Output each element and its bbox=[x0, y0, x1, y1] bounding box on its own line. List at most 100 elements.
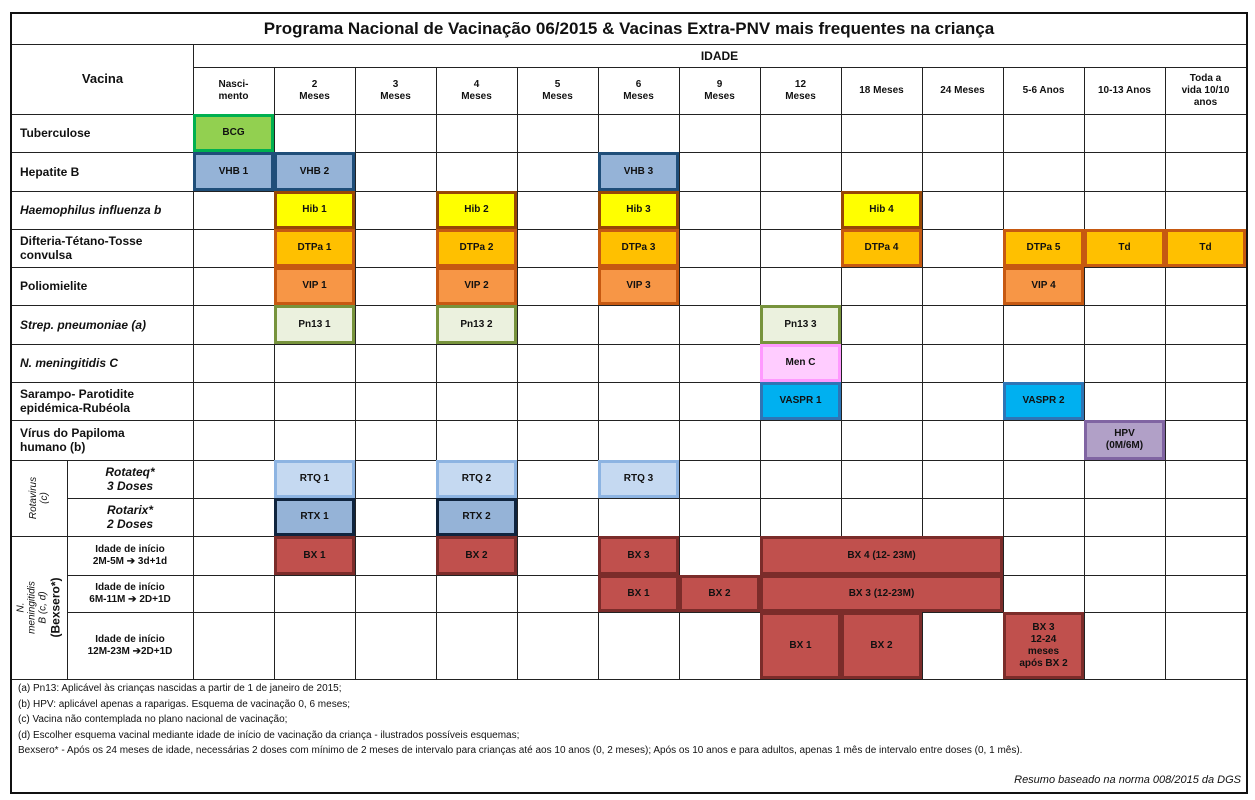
note-line: (a) Pn13: Aplicável às crianças nascidas… bbox=[18, 683, 342, 694]
dose-box: VHB 1 bbox=[193, 152, 274, 191]
title-divider bbox=[12, 43, 1246, 45]
age-column-header: 5-6 Anos bbox=[1022, 84, 1065, 96]
dose-box: BX 4 (12- 23M) bbox=[760, 536, 1003, 575]
dose-box: BCG bbox=[193, 114, 274, 152]
age-column-header: 3 Meses bbox=[380, 78, 411, 102]
dose-box: BX 1 bbox=[760, 612, 841, 679]
age-column-divider bbox=[354, 67, 356, 679]
dose-box: Hib 1 bbox=[274, 191, 355, 229]
dose-box: VASPR 1 bbox=[760, 382, 841, 420]
header-divider bbox=[12, 113, 1246, 115]
dose-box: DTPa 5 bbox=[1003, 229, 1084, 267]
age-column-divider bbox=[1083, 67, 1085, 679]
age-column-header: 10-13 Anos bbox=[1098, 84, 1151, 96]
dose-box: Td bbox=[1165, 229, 1246, 267]
dose-box: RTQ 3 bbox=[598, 460, 679, 498]
dose-box: BX 2 bbox=[679, 575, 760, 612]
vaccine-row-label: Vírus do Papiloma humano (b) bbox=[20, 426, 125, 454]
vaccine-row-label: Haemophilus influenza b bbox=[20, 203, 162, 217]
dose-box: Hib 4 bbox=[841, 191, 922, 229]
dose-box: DTPa 3 bbox=[598, 229, 679, 267]
dose-box: RTX 1 bbox=[274, 498, 355, 536]
menb-sub-label: Idade de início 6M-11M ➔ 2D+1D bbox=[89, 581, 171, 605]
dose-box: VASPR 2 bbox=[1003, 382, 1084, 420]
row-divider bbox=[12, 419, 1246, 421]
dose-box: RTQ 1 bbox=[274, 460, 355, 498]
dose-box: Pn13 3 bbox=[760, 305, 841, 344]
dose-box: BX 2 bbox=[841, 612, 922, 679]
label-column-divider bbox=[192, 44, 194, 679]
row-divider bbox=[12, 678, 1246, 680]
row-divider bbox=[12, 343, 1246, 345]
dose-box: BX 3 bbox=[598, 536, 679, 575]
dose-box: RTQ 2 bbox=[436, 460, 517, 498]
vacina-header: Vacina bbox=[81, 71, 124, 86]
age-column-header: 18 Meses bbox=[859, 84, 904, 96]
note-line: Bexsero* - Após os 24 meses de idade, ne… bbox=[18, 745, 1023, 756]
page-title: Programa Nacional de Vacinação 06/2015 &… bbox=[263, 19, 995, 38]
dose-box: VHB 3 bbox=[598, 152, 679, 191]
dose-box: VIP 2 bbox=[436, 267, 517, 305]
dose-box: Hib 3 bbox=[598, 191, 679, 229]
dose-box: RTX 2 bbox=[436, 498, 517, 536]
dose-box: VIP 1 bbox=[274, 267, 355, 305]
idade-divider bbox=[193, 66, 1246, 68]
age-column-header: 4 Meses bbox=[461, 78, 492, 102]
subgroup-divider bbox=[66, 460, 68, 679]
age-column-divider bbox=[678, 67, 680, 679]
dose-box: DTPa 2 bbox=[436, 229, 517, 267]
vaccine-row-label: Difteria-Tétano-Tosse convulsa bbox=[20, 234, 143, 262]
dose-box: BX 2 bbox=[436, 536, 517, 575]
menb-group-label: N. meningitidis B (c, d) (Bexsero*) bbox=[16, 577, 63, 638]
menb-sub-label: Idade de início 12M-23M ➔2D+1D bbox=[87, 633, 173, 657]
dose-box: Td bbox=[1084, 229, 1165, 267]
dose-box: VHB 2 bbox=[274, 152, 355, 191]
age-column-header: 24 Meses bbox=[940, 84, 985, 96]
age-column-divider bbox=[1164, 67, 1166, 679]
age-column-header: Toda a vida 10/10 anos bbox=[1181, 72, 1230, 108]
rotavirus-sub-label: Rotarix* 2 Doses bbox=[106, 503, 154, 531]
age-column-header: 6 Meses bbox=[623, 78, 654, 102]
row-divider bbox=[12, 381, 1246, 383]
row-divider bbox=[67, 497, 1246, 499]
dose-box: HPV (0M/6M) bbox=[1084, 420, 1165, 460]
dose-box: VIP 4 bbox=[1003, 267, 1084, 305]
age-column-divider bbox=[1002, 67, 1004, 679]
dose-box: BX 1 bbox=[274, 536, 355, 575]
age-column-divider bbox=[840, 67, 842, 679]
note-line: (d) Escolher esquema vacinal mediante id… bbox=[18, 729, 520, 741]
dose-box: Pn13 1 bbox=[274, 305, 355, 344]
notes-section: (a) Pn13: Aplicável às crianças nascidas… bbox=[18, 681, 1243, 759]
dose-box: BX 3 (12-23M) bbox=[760, 575, 1003, 612]
age-column-divider bbox=[273, 67, 275, 679]
menb-sub-label: Idade de início 2M-5M ➔ 3d+1d bbox=[92, 543, 168, 567]
age-column-divider bbox=[597, 67, 599, 679]
dose-box: Men C bbox=[760, 344, 841, 382]
age-column-divider bbox=[435, 67, 437, 679]
vaccine-row-label: Strep. pneumoniae (a) bbox=[20, 317, 147, 332]
dose-box: Hib 2 bbox=[436, 191, 517, 229]
age-column-header: Nasci- mento bbox=[218, 78, 249, 102]
vaccine-row-label: Hepatite B bbox=[20, 164, 80, 179]
dose-box: VIP 3 bbox=[598, 267, 679, 305]
dose-box: Pn13 2 bbox=[436, 305, 517, 344]
age-column-header: 12 Meses bbox=[785, 78, 816, 102]
dose-box: BX 3 12-24 meses após BX 2 bbox=[1003, 612, 1084, 679]
age-column-header: 5 Meses bbox=[542, 78, 573, 102]
vaccine-row-label: N. meningitidis C bbox=[20, 356, 119, 370]
vaccine-row-label: Tuberculose bbox=[20, 126, 91, 140]
rotavirus-group-label: Rotavirus (c) bbox=[28, 476, 51, 520]
age-column-header: 2 Meses bbox=[299, 78, 330, 102]
vaccine-row-label: Poliomielite bbox=[20, 279, 88, 293]
age-column-divider bbox=[921, 67, 923, 679]
vaccine-row-label: Sarampo- Parotidite epidémica-Rubéola bbox=[20, 387, 135, 415]
row-divider bbox=[67, 611, 1246, 613]
row-divider bbox=[12, 304, 1246, 306]
dose-box: DTPa 1 bbox=[274, 229, 355, 267]
age-column-divider bbox=[516, 67, 518, 679]
age-column-header: 9 Meses bbox=[704, 78, 735, 102]
idade-header: IDADE bbox=[700, 48, 739, 63]
note-line: (b) HPV: aplicável apenas a raparigas. E… bbox=[18, 698, 351, 710]
dose-box: DTPa 4 bbox=[841, 229, 922, 267]
